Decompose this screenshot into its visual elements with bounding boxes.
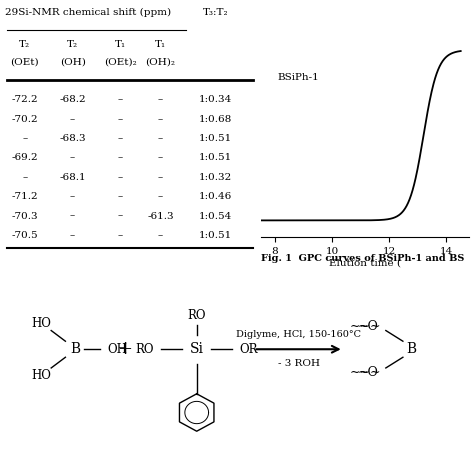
Text: –: – (158, 192, 163, 201)
Text: - 3 ROH: - 3 ROH (278, 359, 319, 368)
Text: (OEt): (OEt) (10, 58, 39, 67)
Text: –: – (70, 211, 75, 220)
Text: -68.3: -68.3 (59, 134, 86, 143)
Text: 1:0.54: 1:0.54 (199, 211, 232, 220)
Text: T₂: T₂ (19, 40, 30, 49)
Text: –: – (158, 134, 163, 143)
Text: RO: RO (135, 343, 154, 356)
Text: 1:0.32: 1:0.32 (199, 173, 232, 182)
Text: BSiPh-1: BSiPh-1 (277, 73, 319, 82)
Text: 1:0.34: 1:0.34 (199, 95, 232, 104)
Text: –: – (118, 115, 123, 124)
Text: -70.3: -70.3 (11, 211, 38, 220)
Text: ∼O: ∼O (358, 319, 379, 333)
Text: T₁: T₁ (155, 40, 166, 49)
Text: –: – (158, 115, 163, 124)
Text: T₂: T₂ (67, 40, 78, 49)
Text: -72.2: -72.2 (11, 95, 38, 104)
Text: Fig. 1  GPC curves of BSiPh-1 and BS: Fig. 1 GPC curves of BSiPh-1 and BS (261, 254, 464, 263)
Text: –: – (22, 173, 27, 182)
Text: –: – (158, 95, 163, 104)
Text: 1:0.46: 1:0.46 (199, 192, 232, 201)
Text: –: – (70, 192, 75, 201)
Text: –: – (158, 154, 163, 163)
Text: (OH)₂: (OH)₂ (146, 58, 175, 67)
Text: 1:0.51: 1:0.51 (199, 231, 232, 240)
Text: Si: Si (190, 342, 204, 356)
Text: OH: OH (108, 343, 128, 356)
Text: –: – (118, 231, 123, 240)
Text: –: – (118, 134, 123, 143)
Text: ∼∼∼: ∼∼∼ (350, 319, 381, 333)
Text: –: – (118, 154, 123, 163)
Text: T₁: T₁ (115, 40, 126, 49)
Text: -68.2: -68.2 (59, 95, 86, 104)
Text: –: – (118, 173, 123, 182)
Text: HO: HO (32, 317, 52, 330)
X-axis label: Elution time (: Elution time ( (329, 258, 401, 267)
Text: ∼∼∼: ∼∼∼ (350, 366, 381, 379)
Text: Diglyme, HCl, 150-160°C: Diglyme, HCl, 150-160°C (236, 330, 361, 339)
Text: –: – (118, 211, 123, 220)
Text: –: – (70, 115, 75, 124)
Text: –: – (70, 231, 75, 240)
Text: +: + (117, 340, 132, 358)
Text: –: – (22, 134, 27, 143)
Text: 29Si-NMR chemical shift (ppm): 29Si-NMR chemical shift (ppm) (5, 8, 171, 17)
Text: –: – (158, 173, 163, 182)
Text: –: – (118, 192, 123, 201)
Text: 1:0.51: 1:0.51 (199, 154, 232, 163)
Text: ∼O: ∼O (358, 366, 379, 379)
Text: (OEt)₂: (OEt)₂ (104, 58, 137, 67)
Text: HO: HO (32, 369, 52, 382)
Text: B: B (71, 342, 81, 356)
Text: –: – (70, 154, 75, 163)
Text: T₃:T₂: T₃:T₂ (203, 8, 228, 17)
Text: OR: OR (239, 343, 258, 356)
Text: -71.2: -71.2 (11, 192, 38, 201)
Text: -68.1: -68.1 (59, 173, 86, 182)
Text: RO: RO (187, 310, 206, 322)
Text: -70.2: -70.2 (11, 115, 38, 124)
Text: -70.5: -70.5 (11, 231, 38, 240)
Text: –: – (158, 231, 163, 240)
Text: B: B (406, 342, 417, 356)
Text: -69.2: -69.2 (11, 154, 38, 163)
Text: 1:0.68: 1:0.68 (199, 115, 232, 124)
Text: –: – (118, 95, 123, 104)
Text: -61.3: -61.3 (147, 211, 174, 220)
Text: 1:0.51: 1:0.51 (199, 134, 232, 143)
Text: (OH): (OH) (60, 58, 85, 67)
